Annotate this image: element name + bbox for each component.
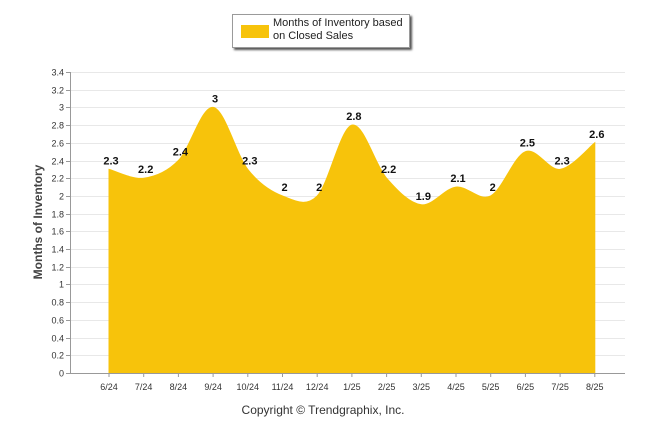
area-series [108,106,596,374]
data-label: 2.1 [450,173,465,185]
y-tick-label: 2.6 [51,139,64,149]
x-tick-label: 7/25 [551,382,569,392]
x-tick-label: 8/25 [586,382,604,392]
data-label: 3 [212,93,218,105]
legend: Months of Inventory based on Closed Sale… [232,14,410,48]
y-tick-label: 1.2 [51,263,64,273]
data-label: 2.8 [346,111,361,123]
y-tick-label: 2.2 [51,174,64,184]
data-label: 2.3 [103,155,118,167]
y-tick-label: 1.8 [51,210,64,220]
x-tick-label: 11/24 [272,382,294,392]
y-tick-label: 0.6 [51,316,64,326]
y-tick-label: 2 [59,192,64,202]
x-tick-label: 9/24 [204,382,222,392]
x-tick-label: 10/24 [237,382,260,392]
x-tick-label: 2/25 [378,382,396,392]
copyright-footer: Copyright © Trendgraphix, Inc. [241,403,405,417]
data-label: 2 [281,182,287,194]
y-tick-label: 0 [59,369,64,379]
data-label: 2.3 [554,155,569,167]
y-tick-labels: 0 0.2 0.4 0.6 0.8 1 1.2 1.4 1.6 1.8 2 2.2 2.4 2.6 2.8 3… [51,68,64,379]
y-tick-label: 1.4 [51,245,64,255]
axes [70,72,625,374]
y-tick-label: 2.4 [51,157,64,167]
data-labels: 2.3 2.2 2.4 3 2.3 2 2 2.8 2.2 1.9 2.1 2 2.5 2.3 2.6 [103,93,604,202]
x-tick-label: 12/24 [306,382,329,392]
data-label: 2.5 [520,138,535,150]
y-tick-label: 3 [59,103,64,113]
y-tick-label: 0.8 [51,298,64,308]
data-label: 1.9 [416,191,431,203]
y-tick-label: 0.4 [51,334,64,344]
y-tick-label: 2.8 [51,121,64,131]
x-tick-label: 7/24 [135,382,153,392]
y-tick-label: 3.2 [51,86,64,96]
data-label: 2.4 [173,147,189,159]
x-tick-label: 8/24 [170,382,188,392]
y-tick-label: 1 [59,280,64,290]
data-label: 2 [490,182,496,194]
x-tick-label: 6/24 [100,382,118,392]
data-label: 2.2 [381,164,396,176]
legend-label: Months of Inventory based on Closed Sale… [273,17,403,42]
x-tick-label: 4/25 [447,382,465,392]
x-tick-label: 3/25 [413,382,431,392]
x-tick-label: 6/25 [517,382,535,392]
x-tick-label: 5/25 [482,382,500,392]
legend-swatch [241,25,269,38]
y-axis-title: Months of Inventory [31,164,45,279]
data-label: 2 [316,182,322,194]
y-tick-label: 3.4 [51,68,64,78]
data-label: 2.2 [138,164,153,176]
area-fill [108,106,596,374]
data-label: 2.6 [589,129,604,141]
x-tick-labels: 6/24 7/24 8/24 9/24 10/24 11/24 12/24 1/25 2/25 3… [100,382,603,392]
y-tick-label: 1.6 [51,227,64,237]
x-tick-label: 1/25 [343,382,361,392]
data-label: 2.3 [242,155,257,167]
y-tick-label: 0.2 [51,351,64,361]
